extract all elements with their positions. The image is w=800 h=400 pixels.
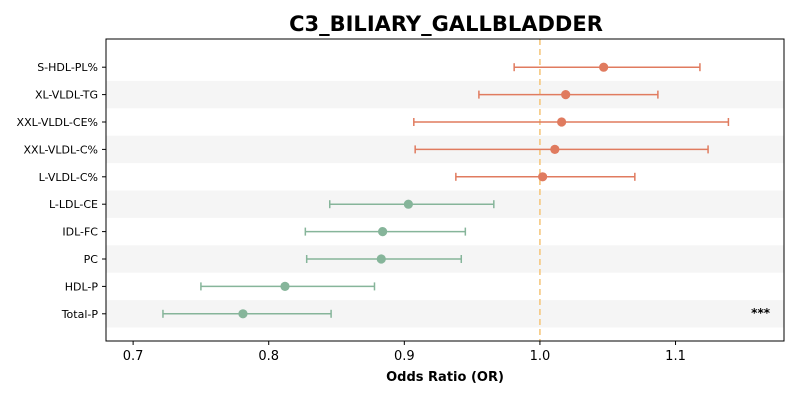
- x-tick-label: 1.0: [530, 349, 551, 364]
- x-axis: 0.7 0.8 0.9 1.0 1.1: [123, 341, 686, 364]
- x-tick-label: 1.1: [665, 349, 686, 364]
- x-tick-label: 0.7: [123, 349, 144, 364]
- point-estimate: [599, 62, 609, 72]
- point-estimate: [376, 254, 386, 264]
- x-tick-label: 0.9: [394, 349, 415, 364]
- y-tick-label: IDL-FC: [62, 226, 98, 239]
- y-tick-label: XXL-VLDL-CE%: [17, 116, 98, 129]
- y-tick-label: L-LDL-CE: [49, 198, 98, 211]
- y-tick-label: Total-P: [61, 308, 99, 321]
- point-estimate: [403, 199, 413, 209]
- point-estimate: [238, 309, 248, 319]
- point-estimate: [280, 281, 290, 291]
- data-marks: ***: [162, 62, 771, 320]
- chart-title: C3_BILIARY_GALLBLADDER: [289, 12, 603, 36]
- y-tick-label: HDL-P: [65, 280, 99, 293]
- x-axis-label: Odds Ratio (OR): [386, 370, 504, 385]
- point-estimate: [538, 172, 548, 182]
- plot-frame: [105, 38, 785, 342]
- x-tick-label: 0.8: [258, 349, 279, 364]
- point-estimate: [550, 144, 560, 154]
- y-tick-label: S-HDL-PL%: [37, 61, 98, 74]
- point-estimate: [378, 227, 388, 237]
- significance-label: ***: [751, 306, 771, 320]
- y-tick-label: XXL-VLDL-C%: [24, 143, 99, 156]
- y-tick-label: XL-VLDL-TG: [35, 89, 98, 102]
- point-estimate: [557, 117, 567, 127]
- point-estimate: [561, 90, 571, 100]
- y-tick-label: PC: [84, 253, 99, 266]
- y-axis-labels: S-HDL-PL% XL-VLDL-TG XXL-VLDL-CE% XXL-VLDL-…: [17, 61, 106, 321]
- row-band: [106, 80, 784, 109]
- y-tick-label: L-VLDL-C%: [39, 171, 98, 184]
